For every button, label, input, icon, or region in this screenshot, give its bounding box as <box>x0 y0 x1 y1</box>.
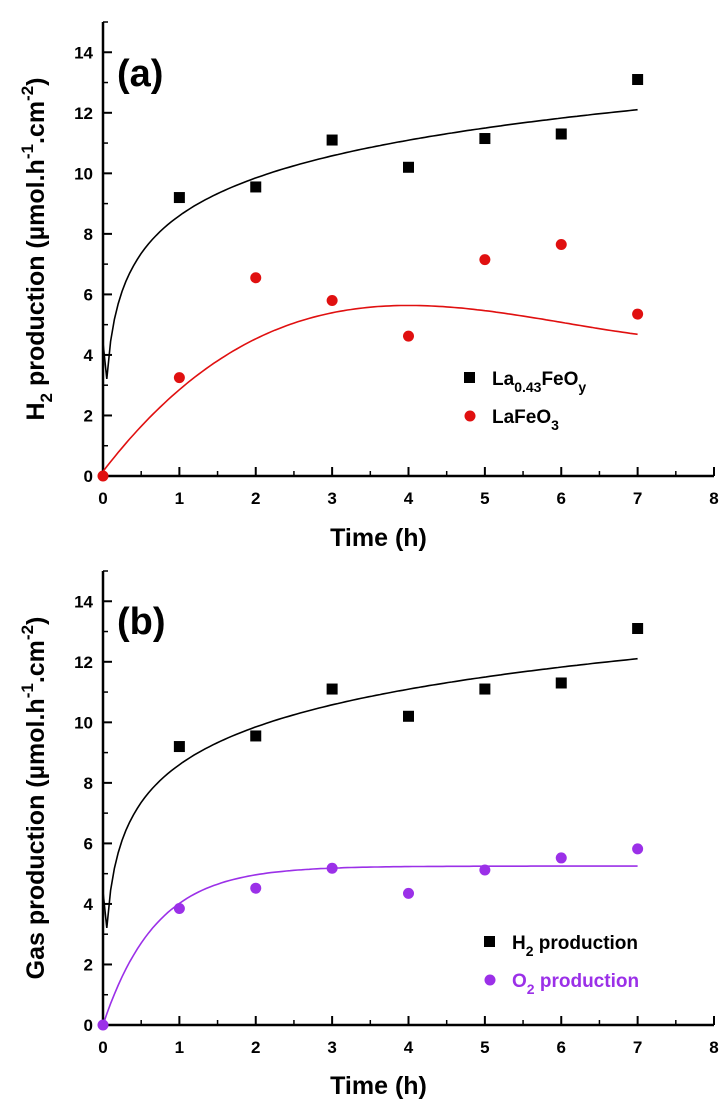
x-tick-label: 1 <box>175 489 184 508</box>
x-tick-label: 2 <box>251 1038 260 1057</box>
data-point-circle <box>479 864 491 876</box>
x-tick-label: 0 <box>98 1038 107 1057</box>
data-point-square <box>326 134 338 146</box>
y-tick-label: 14 <box>74 43 93 62</box>
data-point-circle <box>632 843 644 855</box>
data-point-circle <box>250 882 262 894</box>
data-point-square <box>555 128 567 140</box>
data-point-square <box>326 683 338 695</box>
data-point-square <box>403 161 414 173</box>
data-point-circle <box>479 254 491 266</box>
x-axis-title: Time (h) <box>330 524 427 552</box>
fit-curve-1 <box>102 108 638 379</box>
x-tick-label: 5 <box>480 1038 489 1057</box>
fit-curve-1 <box>102 657 638 928</box>
x-tick-label: 7 <box>633 1038 642 1057</box>
data-point-circle <box>326 294 338 306</box>
y-tick-label: 4 <box>84 346 94 365</box>
data-point-square <box>479 683 491 695</box>
y-tick-label: 12 <box>74 104 93 123</box>
data-point-circle <box>403 887 414 899</box>
legend-label: La0.43FeOy <box>492 369 586 395</box>
data-point-square <box>632 74 644 86</box>
x-axis-title: Time (h) <box>330 1072 427 1100</box>
data-point-square <box>632 623 644 635</box>
y-axis-title: Gas production (µmol.h-1.cm-2) <box>18 617 50 980</box>
data-point-circle <box>173 902 185 914</box>
x-tick-label: 6 <box>557 489 566 508</box>
y-tick-label: 0 <box>84 467 93 486</box>
panel-label: (b) <box>117 601 166 643</box>
x-tick-label: 0 <box>98 489 107 508</box>
y-tick-label: 0 <box>84 1016 93 1035</box>
data-point-circle <box>173 372 185 384</box>
y-tick-label: 6 <box>84 285 93 304</box>
legend-marker-circle <box>464 410 476 422</box>
data-point-square <box>173 192 185 204</box>
x-tick-label: 2 <box>251 489 260 508</box>
data-point-square <box>250 730 262 742</box>
data-point-square <box>250 181 262 193</box>
data-point-circle <box>403 330 414 342</box>
legend-label: LaFeO3 <box>492 407 559 433</box>
y-axis-title: H2 production (µmol.h-1.cm-2) <box>18 77 56 420</box>
y-tick-label: 2 <box>84 406 93 425</box>
data-point-circle <box>555 238 567 250</box>
x-tick-label: 8 <box>709 1038 718 1057</box>
panel-label: (a) <box>117 53 163 95</box>
x-tick-label: 4 <box>404 489 414 508</box>
data-point-square <box>173 741 185 753</box>
x-tick-label: 3 <box>327 489 336 508</box>
x-tick-label: 6 <box>557 1038 566 1057</box>
y-tick-label: 12 <box>74 653 93 672</box>
legend-marker-square <box>464 372 475 383</box>
y-tick-label: 8 <box>84 225 93 244</box>
legend-marker-circle <box>484 974 496 986</box>
fit-curve-2 <box>102 304 638 472</box>
x-tick-label: 8 <box>709 489 718 508</box>
y-tick-label: 10 <box>74 713 93 732</box>
fit-curve-2 <box>102 865 638 1026</box>
legend-label: O2 production <box>512 971 639 997</box>
y-tick-label: 8 <box>84 774 93 793</box>
x-tick-label: 3 <box>327 1038 336 1057</box>
x-tick-label: 5 <box>480 489 489 508</box>
legend-marker-square <box>484 936 495 947</box>
y-tick-label: 2 <box>84 955 93 974</box>
data-point-square <box>403 710 414 722</box>
data-point-circle <box>97 1019 109 1031</box>
data-point-square <box>555 677 567 689</box>
data-point-square <box>479 133 491 145</box>
x-tick-label: 1 <box>175 1038 184 1057</box>
data-point-circle <box>97 470 109 482</box>
data-point-circle <box>250 272 262 284</box>
data-point-circle <box>632 308 644 320</box>
legend-label: H2 production <box>512 933 638 959</box>
y-tick-label: 6 <box>84 834 93 853</box>
y-tick-label: 14 <box>74 592 93 611</box>
data-point-circle <box>555 852 567 864</box>
data-point-circle <box>326 862 338 874</box>
y-tick-label: 4 <box>84 895 94 914</box>
y-tick-label: 10 <box>74 164 93 183</box>
x-tick-label: 4 <box>404 1038 414 1057</box>
x-tick-label: 7 <box>633 489 642 508</box>
